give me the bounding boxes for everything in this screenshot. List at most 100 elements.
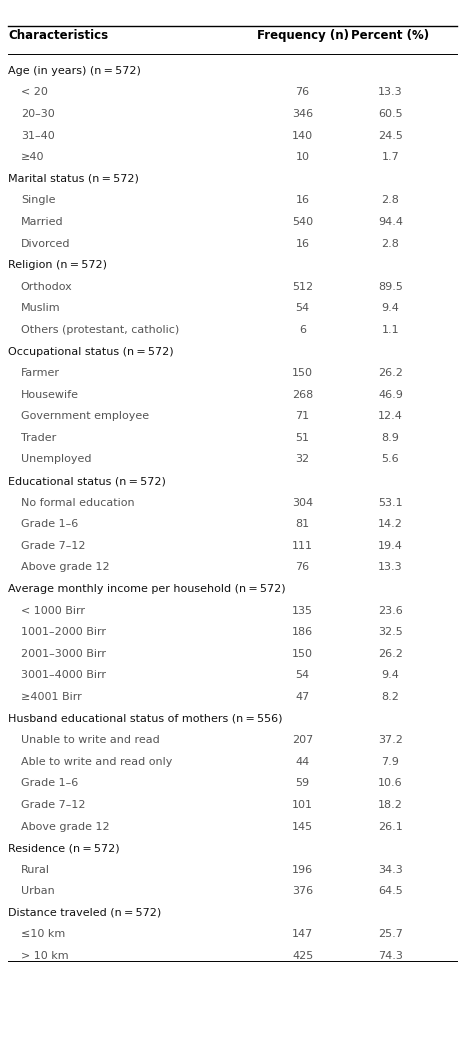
Text: Above grade 12: Above grade 12 bbox=[21, 563, 109, 572]
Text: 71: 71 bbox=[296, 411, 310, 421]
Text: Educational status (n = 572): Educational status (n = 572) bbox=[8, 476, 166, 486]
Text: 51: 51 bbox=[296, 433, 310, 443]
Text: Rural: Rural bbox=[21, 865, 50, 875]
Text: 26.2: 26.2 bbox=[378, 368, 403, 378]
Text: Husband educational status of mothers (n = 556): Husband educational status of mothers (n… bbox=[8, 713, 283, 723]
Text: 23.6: 23.6 bbox=[378, 605, 403, 616]
Text: 20–30: 20–30 bbox=[21, 109, 55, 119]
Text: 1001–2000 Birr: 1001–2000 Birr bbox=[21, 627, 106, 637]
Text: < 20: < 20 bbox=[21, 87, 48, 98]
Text: 64.5: 64.5 bbox=[378, 886, 403, 896]
Text: Average monthly income per household (n = 572): Average monthly income per household (n … bbox=[8, 584, 286, 594]
Text: 304: 304 bbox=[292, 497, 313, 508]
Text: 26.2: 26.2 bbox=[378, 649, 403, 659]
Text: 145: 145 bbox=[292, 821, 313, 831]
Text: 135: 135 bbox=[292, 605, 313, 616]
Text: 76: 76 bbox=[296, 87, 310, 98]
Text: Grade 1–6: Grade 1–6 bbox=[21, 778, 78, 788]
Text: 7.9: 7.9 bbox=[382, 757, 399, 767]
Text: 207: 207 bbox=[292, 735, 313, 745]
Text: 196: 196 bbox=[292, 865, 313, 875]
Text: Marital status (n = 572): Marital status (n = 572) bbox=[8, 173, 139, 184]
Text: Government employee: Government employee bbox=[21, 411, 149, 421]
Text: ≥4001 Birr: ≥4001 Birr bbox=[21, 692, 81, 702]
Text: Grade 1–6: Grade 1–6 bbox=[21, 519, 78, 529]
Text: 37.2: 37.2 bbox=[378, 735, 403, 745]
Text: Housewife: Housewife bbox=[21, 389, 79, 400]
Text: Muslim: Muslim bbox=[21, 303, 61, 313]
Text: 268: 268 bbox=[292, 389, 313, 400]
Text: Occupational status (n = 572): Occupational status (n = 572) bbox=[8, 347, 174, 356]
Text: 111: 111 bbox=[292, 541, 313, 551]
Text: 94.4: 94.4 bbox=[378, 217, 403, 227]
Text: 425: 425 bbox=[292, 951, 313, 961]
Text: 13.3: 13.3 bbox=[378, 87, 403, 98]
Text: 16: 16 bbox=[296, 195, 310, 206]
Text: 2001–3000 Birr: 2001–3000 Birr bbox=[21, 649, 106, 659]
Text: Percent (%): Percent (%) bbox=[351, 29, 430, 43]
Text: No formal education: No formal education bbox=[21, 497, 134, 508]
Text: 32.5: 32.5 bbox=[378, 627, 403, 637]
Text: 186: 186 bbox=[292, 627, 313, 637]
Text: Frequency (n): Frequency (n) bbox=[256, 29, 349, 43]
Text: 6: 6 bbox=[299, 325, 306, 335]
Text: 9.4: 9.4 bbox=[382, 671, 399, 680]
Text: 2.8: 2.8 bbox=[382, 239, 399, 248]
Text: 53.1: 53.1 bbox=[378, 497, 403, 508]
Text: 26.1: 26.1 bbox=[378, 821, 403, 831]
Text: 14.2: 14.2 bbox=[378, 519, 403, 529]
Text: 101: 101 bbox=[292, 800, 313, 810]
Text: 512: 512 bbox=[292, 281, 313, 292]
Text: Trader: Trader bbox=[21, 433, 56, 443]
Text: 150: 150 bbox=[292, 368, 313, 378]
Text: 44: 44 bbox=[296, 757, 310, 767]
Text: 1.1: 1.1 bbox=[382, 325, 399, 335]
Text: 89.5: 89.5 bbox=[378, 281, 403, 292]
Text: 34.3: 34.3 bbox=[378, 865, 403, 875]
Text: 16: 16 bbox=[296, 239, 310, 248]
Text: 24.5: 24.5 bbox=[378, 131, 403, 140]
Text: 10: 10 bbox=[296, 153, 310, 162]
Text: ≤10 km: ≤10 km bbox=[21, 929, 65, 939]
Text: Residence (n = 572): Residence (n = 572) bbox=[8, 843, 120, 853]
Text: ≥40: ≥40 bbox=[21, 153, 44, 162]
Text: 76: 76 bbox=[296, 563, 310, 572]
Text: Grade 7–12: Grade 7–12 bbox=[21, 800, 85, 810]
Text: 59: 59 bbox=[296, 778, 310, 788]
Text: Others (protestant, catholic): Others (protestant, catholic) bbox=[21, 325, 179, 335]
Text: Able to write and read only: Able to write and read only bbox=[21, 757, 172, 767]
Text: Religion (n = 572): Religion (n = 572) bbox=[8, 261, 107, 270]
Text: 9.4: 9.4 bbox=[382, 303, 399, 313]
Text: 19.4: 19.4 bbox=[378, 541, 403, 551]
Text: 12.4: 12.4 bbox=[378, 411, 403, 421]
Text: 46.9: 46.9 bbox=[378, 389, 403, 400]
Text: 54: 54 bbox=[296, 671, 310, 680]
Text: Age (in years) (n = 572): Age (in years) (n = 572) bbox=[8, 65, 141, 76]
Text: 8.2: 8.2 bbox=[382, 692, 399, 702]
Text: 74.3: 74.3 bbox=[378, 951, 403, 961]
Text: 150: 150 bbox=[292, 649, 313, 659]
Text: Single: Single bbox=[21, 195, 55, 206]
Text: 1.7: 1.7 bbox=[382, 153, 399, 162]
Text: Unemployed: Unemployed bbox=[21, 455, 91, 464]
Text: 147: 147 bbox=[292, 929, 313, 939]
Text: 47: 47 bbox=[296, 692, 310, 702]
Text: 25.7: 25.7 bbox=[378, 929, 403, 939]
Text: 54: 54 bbox=[296, 303, 310, 313]
Text: Divorced: Divorced bbox=[21, 239, 70, 248]
Text: 31–40: 31–40 bbox=[21, 131, 55, 140]
Text: < 1000 Birr: < 1000 Birr bbox=[21, 605, 85, 616]
Text: Urban: Urban bbox=[21, 886, 55, 896]
Text: Farmer: Farmer bbox=[21, 368, 60, 378]
Text: 8.9: 8.9 bbox=[382, 433, 399, 443]
Text: 81: 81 bbox=[296, 519, 310, 529]
Text: Orthodox: Orthodox bbox=[21, 281, 73, 292]
Text: 18.2: 18.2 bbox=[378, 800, 403, 810]
Text: Characteristics: Characteristics bbox=[8, 29, 109, 43]
Text: 32: 32 bbox=[296, 455, 310, 464]
Text: Unable to write and read: Unable to write and read bbox=[21, 735, 159, 745]
Text: 540: 540 bbox=[292, 217, 313, 227]
Text: Distance traveled (n = 572): Distance traveled (n = 572) bbox=[8, 908, 162, 918]
Text: 3001–4000 Birr: 3001–4000 Birr bbox=[21, 671, 106, 680]
Text: Married: Married bbox=[21, 217, 63, 227]
